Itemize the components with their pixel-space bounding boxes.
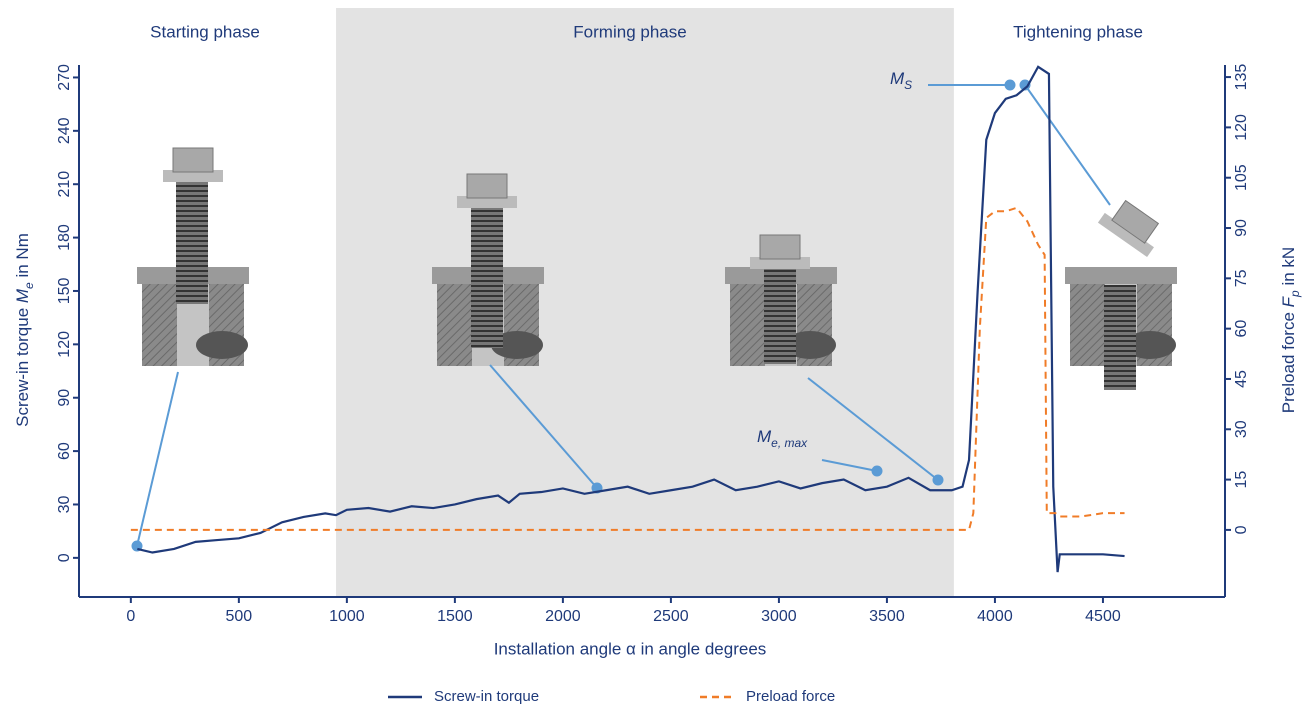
- x-tick-label: 4000: [977, 608, 1013, 625]
- y2-tick-label: 30: [1233, 420, 1250, 438]
- y-tick-label: 150: [56, 278, 73, 305]
- x-tick-label: 1000: [329, 608, 365, 625]
- legend-label: Screw-in torque: [434, 688, 539, 705]
- y2-axis-title: Preload force Fp in kN: [1279, 247, 1302, 413]
- y-tick-label: 240: [56, 117, 73, 144]
- phase-label: Starting phase: [150, 22, 260, 41]
- x-tick-label: 1500: [437, 608, 473, 625]
- y-tick-label: 270: [56, 64, 73, 91]
- legend-label: Preload force: [746, 688, 835, 705]
- y2-tick-label: 60: [1233, 320, 1250, 338]
- x-tick-label: 3500: [869, 608, 905, 625]
- y2-tick-label: 90: [1233, 219, 1250, 237]
- x-tick-label: 500: [226, 608, 253, 625]
- y2-tick-label: 135: [1233, 64, 1250, 91]
- x-tick-label: 2500: [653, 608, 689, 625]
- y-tick-label: 210: [56, 171, 73, 198]
- screw-illustration: [137, 147, 1177, 390]
- y-tick-label: 0: [56, 553, 73, 562]
- y2-tick-label: 15: [1233, 471, 1250, 489]
- y2-tick-label: 75: [1233, 269, 1250, 287]
- phase-label: Forming phase: [573, 22, 686, 41]
- series-line: [137, 65, 1125, 573]
- y-tick-label: 30: [56, 495, 73, 513]
- x-tick-label: 4500: [1085, 608, 1121, 625]
- y-tick-label: 180: [56, 224, 73, 251]
- y2-tick-label: 120: [1233, 114, 1250, 141]
- series-line: [130, 206, 1125, 531]
- x-axis-title: Installation angle α in angle degrees: [494, 639, 767, 658]
- y2-tick-label: 45: [1233, 370, 1250, 388]
- y-tick-label: 120: [56, 331, 73, 358]
- annotation: Me, max: [757, 427, 808, 450]
- annotation: MS: [890, 69, 912, 92]
- x-tick-label: 2000: [545, 608, 581, 625]
- y-axis-title: Screw-in torque Me in Nm: [13, 233, 36, 427]
- x-tick-label: 3000: [761, 608, 797, 625]
- y2-tick-label: 105: [1233, 164, 1250, 191]
- phase-label: Tightening phase: [1013, 22, 1143, 41]
- y2-tick-label: 0: [1233, 525, 1250, 534]
- y-tick-label: 90: [56, 389, 73, 407]
- x-tick-label: 0: [126, 608, 135, 625]
- y-tick-label: 60: [56, 442, 73, 460]
